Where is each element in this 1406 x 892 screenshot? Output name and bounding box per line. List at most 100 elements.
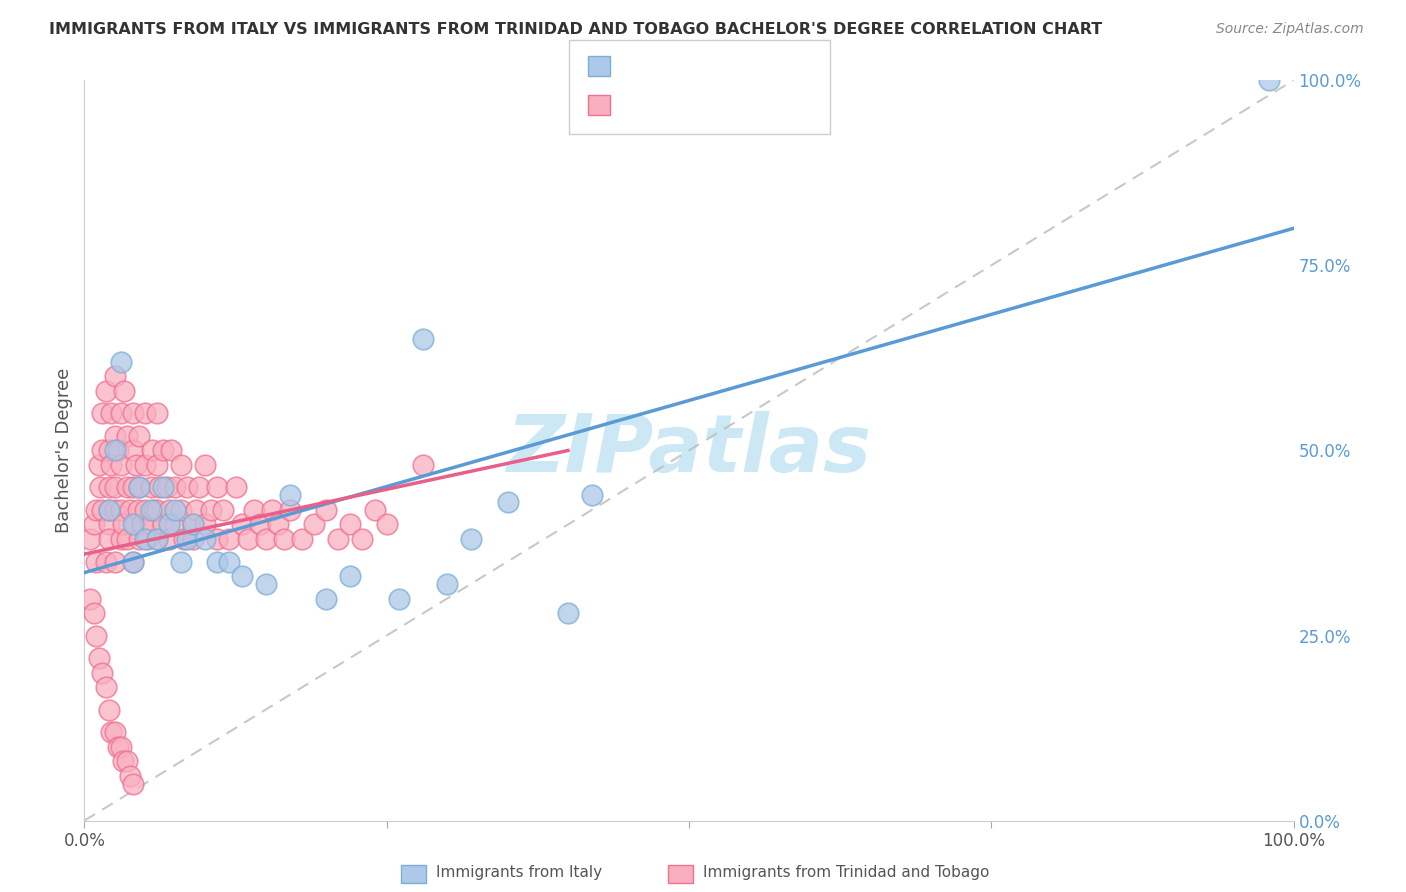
Point	[86, 555, 108, 569]
Point	[260, 502, 283, 516]
Point	[97, 502, 120, 516]
Point	[328, 533, 350, 547]
Point	[107, 739, 129, 754]
Point	[157, 502, 180, 516]
Point	[127, 502, 149, 516]
Point	[152, 443, 174, 458]
Point	[165, 517, 187, 532]
Point	[124, 517, 146, 532]
Point	[157, 517, 180, 532]
Point	[412, 332, 434, 346]
Point	[79, 591, 101, 606]
Point	[146, 533, 169, 547]
Point	[83, 517, 105, 532]
Point	[112, 517, 135, 532]
Point	[236, 533, 259, 547]
Point	[352, 533, 374, 547]
Point	[273, 533, 295, 547]
Point	[249, 517, 271, 532]
Text: R = 0.453   N =  31: R = 0.453 N = 31	[619, 56, 794, 74]
Point	[218, 533, 240, 547]
Point	[157, 533, 180, 547]
Point	[339, 517, 361, 532]
Point	[87, 650, 110, 665]
Point	[170, 458, 193, 473]
Text: ZIPatlas: ZIPatlas	[506, 411, 872, 490]
Point	[207, 480, 229, 494]
Point	[225, 480, 247, 494]
Point	[160, 443, 183, 458]
Point	[181, 517, 204, 532]
Point	[181, 533, 204, 547]
Point	[121, 480, 143, 494]
Text: R = 0.232   N = 115: R = 0.232 N = 115	[619, 95, 800, 113]
Text: IMMIGRANTS FROM ITALY VS IMMIGRANTS FROM TRINIDAD AND TOBAGO BACHELOR'S DEGREE C: IMMIGRANTS FROM ITALY VS IMMIGRANTS FROM…	[49, 22, 1102, 37]
Point	[146, 407, 169, 421]
Point	[120, 769, 142, 783]
Point	[1258, 73, 1281, 87]
Point	[173, 533, 195, 547]
Point	[97, 533, 120, 547]
Point	[412, 458, 434, 473]
Point	[170, 555, 193, 569]
Point	[79, 533, 101, 547]
Point	[104, 480, 127, 494]
Point	[146, 533, 169, 547]
Point	[128, 480, 150, 494]
Point	[496, 495, 519, 509]
Point	[231, 569, 253, 583]
Point	[212, 502, 235, 516]
Point	[112, 755, 135, 769]
Point	[110, 533, 132, 547]
Point	[112, 384, 135, 399]
Point	[134, 502, 156, 516]
Point	[146, 502, 169, 516]
Point	[104, 428, 127, 442]
Point	[115, 428, 138, 442]
Point	[100, 407, 122, 421]
Point	[218, 555, 240, 569]
Point	[231, 517, 253, 532]
Point	[176, 533, 198, 547]
Point	[128, 428, 150, 442]
Point	[146, 458, 169, 473]
Point	[375, 517, 398, 532]
Point	[121, 555, 143, 569]
Point	[254, 576, 277, 591]
Point	[436, 576, 458, 591]
Point	[91, 665, 114, 680]
Point	[165, 502, 187, 516]
Point	[86, 628, 108, 642]
Point	[83, 607, 105, 621]
Point	[131, 517, 153, 532]
Point	[148, 480, 170, 494]
Point	[110, 407, 132, 421]
Point	[141, 443, 163, 458]
Point	[363, 502, 385, 516]
Point	[339, 569, 361, 583]
Point	[104, 502, 127, 516]
Point	[115, 533, 138, 547]
Point	[97, 703, 120, 717]
Point	[302, 517, 325, 532]
Y-axis label: Bachelor's Degree: Bachelor's Degree	[55, 368, 73, 533]
Text: Source: ZipAtlas.com: Source: ZipAtlas.com	[1216, 22, 1364, 37]
Text: Immigrants from Trinidad and Tobago: Immigrants from Trinidad and Tobago	[703, 865, 990, 880]
Point	[110, 354, 132, 368]
Point	[91, 443, 114, 458]
Point	[128, 480, 150, 494]
Point	[107, 443, 129, 458]
Point	[291, 533, 314, 547]
Point	[87, 458, 110, 473]
Point	[86, 502, 108, 516]
Point	[134, 533, 156, 547]
Point	[139, 502, 162, 516]
Point	[134, 458, 156, 473]
Point	[120, 502, 142, 516]
Point	[242, 502, 264, 516]
Point	[94, 384, 117, 399]
Point	[315, 591, 337, 606]
Point	[94, 555, 117, 569]
Point	[143, 502, 166, 516]
Point	[104, 369, 127, 384]
